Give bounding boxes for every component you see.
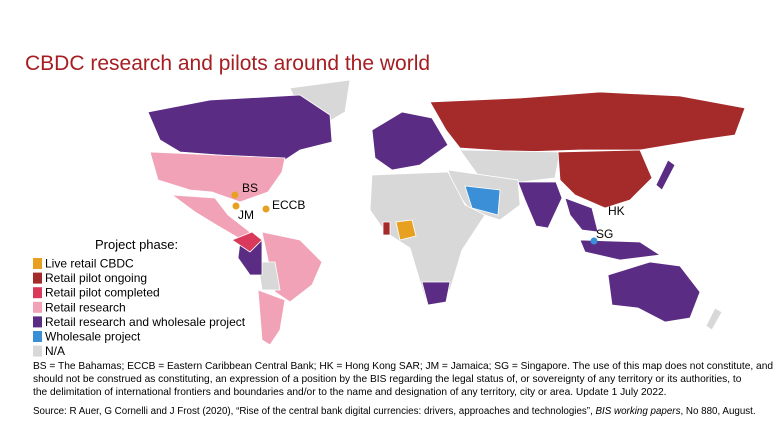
southeast-asia bbox=[564, 197, 599, 233]
marker bbox=[590, 237, 598, 245]
south-africa bbox=[421, 281, 451, 306]
legend-swatch bbox=[33, 287, 42, 299]
footnote-line: should not be construed as constituting,… bbox=[33, 374, 742, 385]
saudi-arabia bbox=[464, 185, 501, 216]
marker bbox=[232, 202, 240, 210]
legend-swatch bbox=[33, 331, 42, 342]
footnote-line: the delimitation of international fronti… bbox=[33, 387, 667, 398]
source-text: Source: R Auer, G Cornelli and J Frost (… bbox=[33, 406, 596, 417]
new-zealand bbox=[705, 307, 723, 331]
legend-swatch bbox=[33, 258, 42, 269]
map-label: SG bbox=[596, 227, 613, 241]
marker bbox=[231, 191, 239, 199]
title: CBDC research and pilots around the worl… bbox=[25, 52, 430, 75]
nigeria bbox=[395, 219, 417, 241]
central-asia bbox=[459, 149, 561, 183]
legend-label: Retail pilot ongoing bbox=[45, 271, 147, 285]
legend-swatch bbox=[33, 301, 42, 313]
russia bbox=[429, 91, 746, 153]
legend-title: Project phase: bbox=[95, 237, 178, 252]
legend-label: Wholesale project bbox=[45, 330, 141, 344]
legend-label: Retail research bbox=[45, 300, 126, 314]
legend-label: Retail pilot completed bbox=[45, 286, 160, 300]
map-label: ECCB bbox=[272, 198, 305, 212]
ghana bbox=[382, 221, 391, 236]
map-markers: BS JM ECCB HK SG bbox=[231, 181, 625, 245]
australia bbox=[607, 261, 701, 323]
map-label: BS bbox=[242, 181, 258, 195]
legend-swatch bbox=[33, 316, 42, 328]
legend-label: Live retail CBDC bbox=[45, 257, 134, 271]
chile-argentina bbox=[257, 289, 286, 346]
source: Source: R Auer, G Cornelli and J Frost (… bbox=[33, 406, 756, 417]
footnote-line: BS = The Bahamas; ECCB = Eastern Caribbe… bbox=[33, 361, 773, 372]
world-map bbox=[147, 79, 746, 346]
japan bbox=[655, 159, 676, 191]
canada bbox=[147, 94, 333, 161]
source-text: , No 880, August. bbox=[680, 406, 755, 417]
africa bbox=[369, 171, 486, 299]
india bbox=[517, 181, 563, 229]
usa bbox=[149, 151, 286, 203]
footnote: BS = The Bahamas; ECCB = Eastern Caribbe… bbox=[33, 361, 773, 398]
map-label: HK bbox=[608, 204, 625, 218]
europe bbox=[371, 111, 449, 171]
source-italic: BIS working papers bbox=[596, 406, 681, 417]
legend-swatch bbox=[33, 345, 42, 357]
indonesia bbox=[579, 239, 662, 261]
legend-swatch bbox=[33, 272, 42, 284]
bolivia bbox=[257, 261, 281, 291]
legend-label: Retail research and wholesale project bbox=[45, 315, 246, 329]
legend-label: N/A bbox=[45, 344, 65, 358]
marker bbox=[262, 205, 270, 213]
china bbox=[557, 149, 653, 209]
colombia bbox=[231, 231, 263, 253]
map-label: JM bbox=[238, 208, 254, 222]
